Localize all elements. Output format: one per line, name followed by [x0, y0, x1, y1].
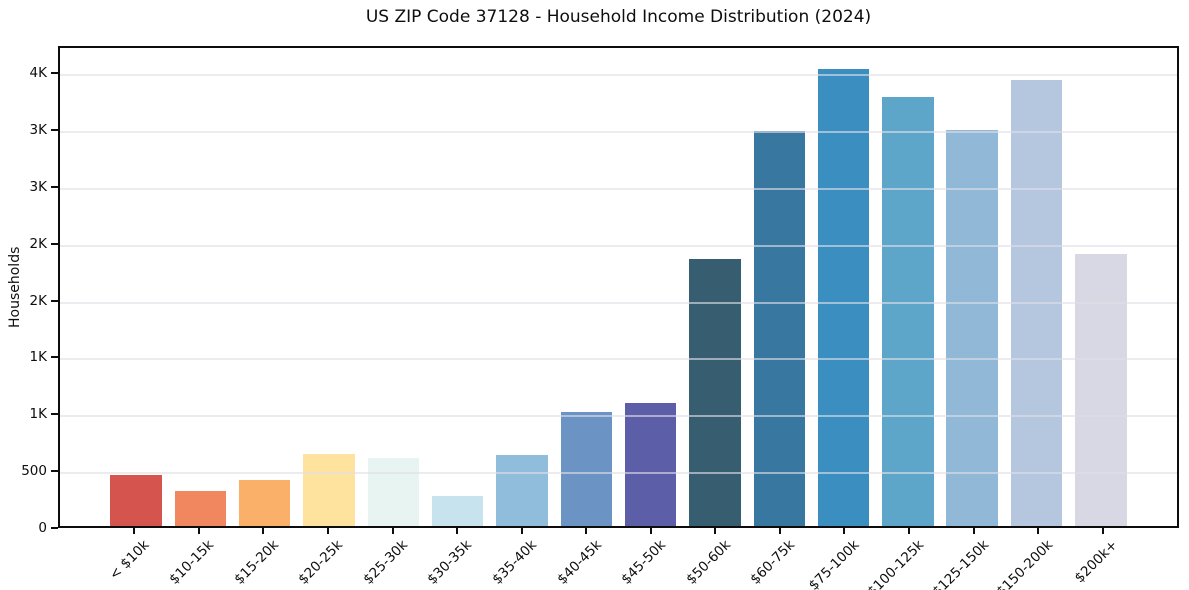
- bar-$150-200k: [1010, 80, 1063, 526]
- bar-slot-$200k+: [1069, 48, 1133, 526]
- bar-$15-20k: [239, 480, 291, 526]
- bar-$45-50k: [624, 402, 677, 526]
- x-tick-mark-$150-200k: [1037, 528, 1040, 534]
- x-tick-mark-$25-30k: [391, 528, 394, 534]
- bar-$125-150k: [946, 129, 998, 526]
- bar-slot-$75-100k: [811, 48, 875, 526]
- bar-$25-30k: [367, 457, 420, 526]
- bar-$60-75k: [753, 131, 805, 526]
- x-tick-mark-$10-15k: [197, 528, 200, 534]
- y-tick-label-500: 500: [21, 463, 47, 480]
- y-axis-label: Households: [7, 246, 23, 328]
- y-tick-mark-0: [51, 527, 58, 529]
- x-tick-mark-$125-150k: [972, 528, 975, 534]
- bar-slot-< $10k: [104, 48, 168, 526]
- x-tick-mark-$60-75k: [778, 528, 781, 534]
- x-tick-label-$30-35k: $30-35k: [424, 537, 476, 588]
- x-tick-mark-$35-40k: [520, 528, 523, 534]
- bar-slot-$30-35k: [426, 48, 490, 526]
- y-tick-mark-3500: [51, 129, 58, 132]
- bar-slot-$15-20k: [233, 48, 297, 526]
- x-tick-mark-< $10k: [133, 528, 136, 534]
- bar-slot-$35-40k: [490, 48, 554, 526]
- y-tick-mark-4000: [51, 72, 58, 75]
- x-tick-label-$45-50k: $45-50k: [618, 537, 670, 588]
- bar-$50-60k: [689, 258, 741, 526]
- x-tick-label-$150-200k: $150-200k: [993, 537, 1057, 590]
- y-tick-mark-1500: [51, 356, 58, 359]
- bar-< $10k: [110, 474, 162, 526]
- bar-$75-100k: [817, 69, 870, 526]
- y-tick-mark-2500: [51, 242, 58, 245]
- bar-slot-$60-75k: [747, 48, 811, 526]
- x-tick-label-$20-25k: $20-25k: [295, 537, 347, 588]
- x-tick-label-< $10k: < $10k: [106, 537, 153, 584]
- chart-title: US ZIP Code 37128 - Household Income Dis…: [365, 7, 872, 27]
- x-tick-label-$15-20k: $15-20k: [231, 537, 282, 588]
- y-tick-label-2500: 2K: [29, 235, 47, 252]
- x-tick-mark-$75-100k: [843, 528, 846, 534]
- x-tick-mark-$30-35k: [456, 528, 459, 534]
- y-tick-label-1500: 1K: [29, 349, 47, 366]
- bar-$35-40k: [496, 454, 548, 526]
- x-tick-label-$200k+: $200k+: [1071, 537, 1122, 587]
- bar-$200k+: [1075, 253, 1127, 526]
- bar-slot-$20-25k: [297, 48, 361, 526]
- y-tick-mark-1000: [51, 413, 58, 416]
- x-tick-mark-$45-50k: [649, 528, 652, 534]
- bar-slot-$100-125k: [876, 48, 940, 526]
- bar-slot-$150-200k: [1004, 48, 1068, 526]
- y-tick-mark-2000: [51, 299, 58, 302]
- bar-slot-$25-30k: [361, 48, 425, 526]
- y-tick-label-3500: 3K: [29, 122, 47, 139]
- y-tick-mark-3000: [51, 185, 58, 188]
- x-tick-label-$100-125k: $100-125k: [864, 537, 928, 590]
- x-tick-label-$50-60k: $50-60k: [682, 537, 734, 588]
- bar-slot-$40-45k: [554, 48, 618, 526]
- bar-slot-$125-150k: [940, 48, 1004, 526]
- x-tick-label-$125-150k: $125-150k: [929, 537, 992, 590]
- bar-slot-$45-50k: [619, 48, 683, 526]
- x-tick-label-$40-45k: $40-45k: [553, 537, 605, 588]
- x-tick-mark-$50-60k: [714, 528, 717, 534]
- bar-$20-25k: [303, 453, 355, 526]
- bar-slot-$10-15k: [168, 48, 232, 526]
- y-tick-label-3000: 3K: [29, 178, 47, 195]
- x-tick-label-$25-30k: $25-30k: [360, 537, 411, 588]
- y-tick-label-0: 0: [38, 520, 47, 536]
- y-tick-mark-500: [51, 470, 58, 473]
- y-tick-label-1000: 1K: [29, 406, 47, 423]
- x-tick-label-$60-75k: $60-75k: [747, 537, 799, 588]
- x-tick-mark-$200k+: [1101, 528, 1104, 534]
- bar-slot-$50-60k: [683, 48, 747, 526]
- bar-$100-125k: [882, 97, 934, 526]
- x-tick-mark-$40-45k: [585, 528, 588, 534]
- x-tick-mark-$100-125k: [908, 528, 911, 534]
- y-tick-label-4000: 4K: [29, 65, 47, 82]
- y-tick-label-2000: 2K: [29, 292, 47, 309]
- plot-area: [58, 46, 1179, 528]
- x-tick-label-$10-15k: $10-15k: [166, 537, 218, 588]
- bar-$40-45k: [560, 412, 613, 526]
- bar-$30-35k: [431, 495, 484, 526]
- bars-layer: [60, 48, 1177, 526]
- x-tick-label-$75-100k: $75-100k: [806, 537, 863, 590]
- x-tick-label-$35-40k: $35-40k: [489, 537, 540, 588]
- x-tick-mark-$20-25k: [326, 528, 329, 534]
- x-tick-mark-$15-20k: [262, 528, 265, 534]
- bar-$10-15k: [174, 490, 227, 526]
